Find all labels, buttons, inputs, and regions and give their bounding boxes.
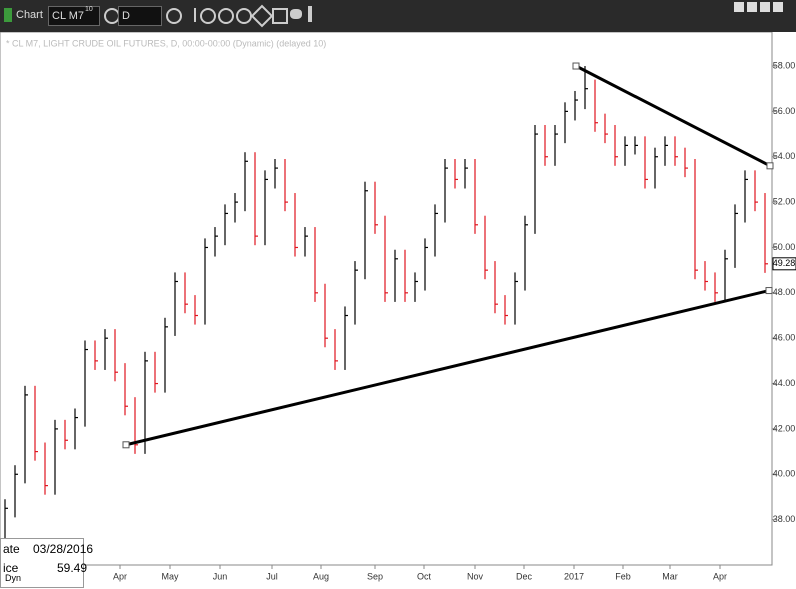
x-tick-label: Apr bbox=[113, 571, 127, 581]
x-tick-label: May bbox=[161, 571, 179, 581]
x-tick-label: Feb bbox=[615, 571, 631, 581]
x-tick-label: Apr bbox=[713, 571, 727, 581]
last-price-box bbox=[772, 257, 796, 271]
maximize-button[interactable] bbox=[760, 2, 770, 12]
symbol-box[interactable]: CL M7 10 bbox=[48, 6, 100, 26]
x-tick-label: 2017 bbox=[564, 571, 584, 581]
y-tick-label: 54.00 bbox=[773, 151, 796, 161]
toolbar: Chart CL M7 10 D bbox=[0, 0, 796, 32]
x-tick-label: Nov bbox=[467, 571, 484, 581]
y-tick-label: 42.00 bbox=[773, 423, 796, 433]
twitter-icon[interactable] bbox=[290, 9, 302, 19]
search-icon[interactable] bbox=[166, 8, 182, 24]
y-tick-label: 40.00 bbox=[773, 469, 796, 479]
y-tick-label: 38.00 bbox=[773, 514, 796, 524]
chart: * CL M7, LIGHT CRUDE OIL FUTURES, D, 00:… bbox=[0, 32, 796, 581]
trendline-handle bbox=[122, 441, 130, 449]
help-button[interactable] bbox=[734, 2, 744, 12]
x-tick-label: Jun bbox=[213, 571, 228, 581]
date-value: 03/28/2016 bbox=[33, 542, 94, 556]
minimize-button[interactable] bbox=[747, 2, 757, 12]
date-label: ate bbox=[3, 542, 20, 556]
refresh-icon[interactable] bbox=[200, 8, 216, 24]
play-icon[interactable] bbox=[218, 8, 234, 24]
chart-subtitle: * CL M7, LIGHT CRUDE OIL FUTURES, D, 00:… bbox=[6, 38, 326, 48]
clock-icon[interactable] bbox=[236, 8, 252, 24]
x-tick-label: Jul bbox=[266, 571, 278, 581]
y-tick-label: 52.00 bbox=[773, 196, 796, 206]
plot-area bbox=[0, 32, 773, 566]
trendline-handle bbox=[766, 162, 774, 170]
window-title: Chart bbox=[16, 9, 43, 21]
trendline-handle bbox=[765, 287, 773, 295]
y-tick-label: 50.00 bbox=[773, 242, 796, 252]
y-tick-label: 48.00 bbox=[773, 287, 796, 297]
x-tick-label: Aug bbox=[313, 571, 329, 581]
close-button[interactable] bbox=[773, 2, 783, 12]
symbol-sup: 10 bbox=[85, 6, 93, 13]
footer: Dyn bbox=[5, 573, 22, 583]
y-tick-label: 56.00 bbox=[773, 106, 796, 116]
last-price-label: 49.28 bbox=[773, 258, 796, 268]
price-label: ice bbox=[3, 561, 19, 575]
price-value: 59.49 bbox=[57, 561, 88, 575]
data-window: ate 03/28/2016 ice 59.49 Dyn bbox=[0, 538, 93, 588]
y-tick-label: 58.00 bbox=[773, 60, 796, 70]
x-tick-label: Sep bbox=[367, 571, 383, 581]
x-tick-label: Dec bbox=[516, 571, 533, 581]
draw-icon[interactable] bbox=[184, 8, 196, 22]
trendline-handle bbox=[572, 62, 580, 70]
x-tick-label: Oct bbox=[417, 571, 432, 581]
y-tick-label: 44.00 bbox=[773, 378, 796, 388]
facebook-icon[interactable] bbox=[308, 6, 312, 22]
interval-box[interactable]: D bbox=[118, 6, 162, 26]
link-icon[interactable] bbox=[250, 4, 274, 28]
x-tick-label: Mar bbox=[662, 571, 678, 581]
symbol: CL M7 bbox=[52, 10, 84, 22]
y-tick-label: 46.00 bbox=[773, 333, 796, 343]
interval: D bbox=[122, 10, 130, 22]
share-icon[interactable] bbox=[272, 8, 288, 24]
trendline bbox=[125, 289, 770, 447]
trendline bbox=[575, 64, 771, 168]
app-icon bbox=[4, 8, 12, 22]
